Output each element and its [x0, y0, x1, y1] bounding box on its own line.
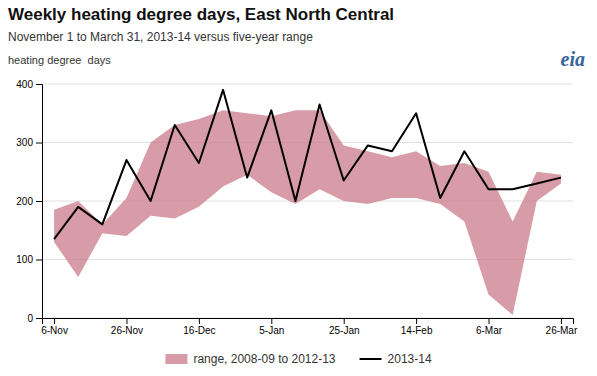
y-tick-label: 0 — [27, 313, 33, 324]
x-tick-label: 5-Jan — [259, 325, 284, 336]
x-tick-mark — [271, 318, 272, 324]
legend-item: range, 2008-09 to 2012-13 — [165, 352, 335, 366]
grid — [42, 84, 573, 318]
x-tick: 6-Nov — [41, 318, 68, 336]
y-tick-mark — [36, 318, 42, 319]
y-tick: 0 — [27, 313, 42, 324]
x-axis: 6-Nov 26-Nov 16-Dec 5-Jan 25-Jan 14-Feb 6-Mar 2… — [41, 318, 578, 336]
chart: Weekly heating degree days, East North C… — [0, 0, 597, 376]
y-tick-mark — [36, 260, 42, 261]
x-tick-label: 6-Nov — [41, 325, 68, 336]
y-tick-mark — [36, 201, 42, 202]
x-tick-label: 14-Feb — [401, 325, 433, 336]
x-tick: 16-Dec — [183, 318, 215, 336]
range-area — [54, 110, 561, 315]
grid-line — [42, 84, 573, 85]
y-tick-label: 300 — [16, 137, 33, 148]
legend-swatch — [165, 354, 187, 364]
x-tick-label: 26-Mar — [546, 325, 578, 336]
x-tick: 25-Jan — [329, 318, 360, 336]
annotation: eia — [561, 48, 585, 70]
x-tick: 26-Mar — [546, 318, 578, 336]
y-tick-label: 200 — [16, 196, 33, 207]
plot-area — [54, 90, 561, 315]
x-tick-mark — [416, 318, 417, 324]
x-tick-mark — [489, 318, 490, 324]
y-tick-mark — [36, 84, 42, 85]
x-tick-mark — [54, 318, 55, 324]
x-tick-label: 16-Dec — [183, 325, 215, 336]
legend-label: 2013-14 — [388, 352, 432, 366]
y-tick: 100 — [16, 254, 42, 265]
x-tick-mark — [561, 318, 562, 324]
y-axis-line — [36, 85, 43, 319]
subtitle: November 1 to March 31, 2013-14 versus f… — [8, 30, 313, 44]
x-tick: 14-Feb — [401, 318, 433, 336]
legend-label: range, 2008-09 to 2012-13 — [193, 352, 335, 366]
x-tick: 5-Jan — [259, 318, 284, 336]
y-axis: 0 100 200 300 400 — [16, 79, 42, 324]
y-tick: 300 — [16, 137, 42, 148]
x-tick-label: 6-Mar — [476, 325, 503, 336]
x-tick-mark — [126, 318, 127, 324]
x-tick-label: 26-Nov — [111, 325, 143, 336]
y-tick-label: 400 — [16, 79, 33, 90]
x-tick-mark — [199, 318, 200, 324]
y-tick-label: 100 — [16, 254, 33, 265]
legend-item: 2013-14 — [360, 352, 432, 366]
x-tick-label: 25-Jan — [329, 325, 360, 336]
legend: range, 2008-09 to 2012-13 2013-14 — [165, 352, 431, 366]
y-axis-label: heating degree days — [8, 54, 111, 66]
x-tick-mark — [344, 318, 345, 324]
x-tick: 6-Mar — [476, 318, 503, 336]
y-tick: 200 — [16, 196, 42, 207]
y-tick: 400 — [16, 79, 42, 90]
title: Weekly heating degree days, East North C… — [8, 5, 394, 24]
x-axis-line — [43, 319, 574, 325]
legend-swatch — [360, 358, 382, 360]
x-tick: 26-Nov — [111, 318, 143, 336]
y-tick-mark — [36, 143, 42, 144]
line — [54, 90, 561, 239]
